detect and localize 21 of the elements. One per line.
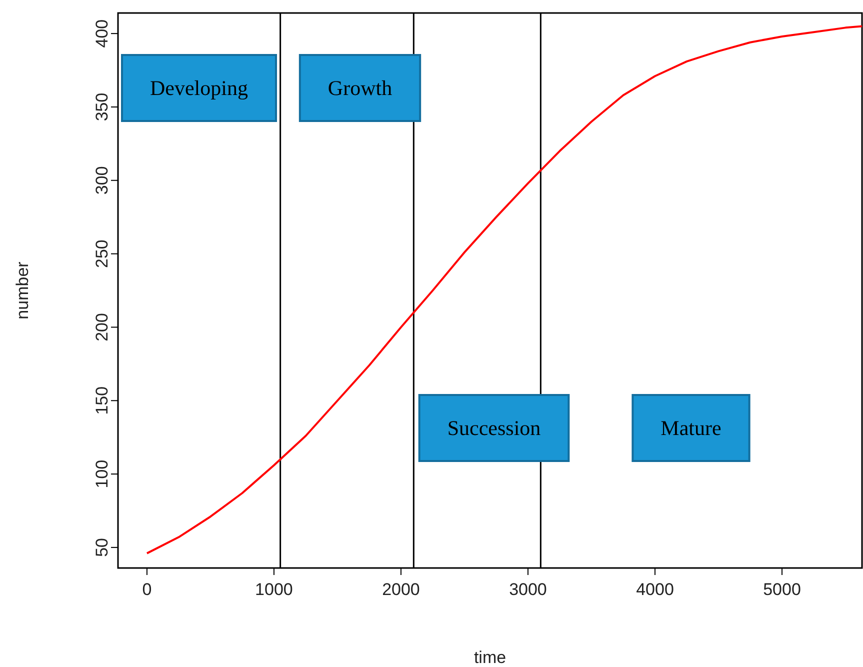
y-tick-label: 100 <box>92 460 112 488</box>
y-tick-label: 200 <box>92 313 112 342</box>
annotation: Mature <box>660 416 722 440</box>
line-series <box>146 25 863 554</box>
annotation: Growth <box>328 76 393 100</box>
y-tick-label: 400 <box>92 19 112 48</box>
y-tick-label: 350 <box>92 92 112 122</box>
x-tick-label: 4000 <box>636 580 674 600</box>
y-axis-title: number <box>13 261 32 320</box>
x-axis-title: time <box>474 648 506 667</box>
x-tick-label: 5000 <box>763 580 801 600</box>
x-tick-label: 1000 <box>255 580 293 600</box>
x-tick-label: 3000 <box>509 580 547 600</box>
y-tick-label: 150 <box>92 386 112 415</box>
y-tick-label: 50 <box>92 538 112 557</box>
y-tick-label: 250 <box>92 240 112 268</box>
annotation: Developing <box>150 76 248 100</box>
x-tick-label: 2000 <box>382 580 420 600</box>
x-tick-label: 0 <box>142 580 152 600</box>
annotation: Succession <box>447 416 542 440</box>
y-tick-label: 300 <box>92 166 112 195</box>
